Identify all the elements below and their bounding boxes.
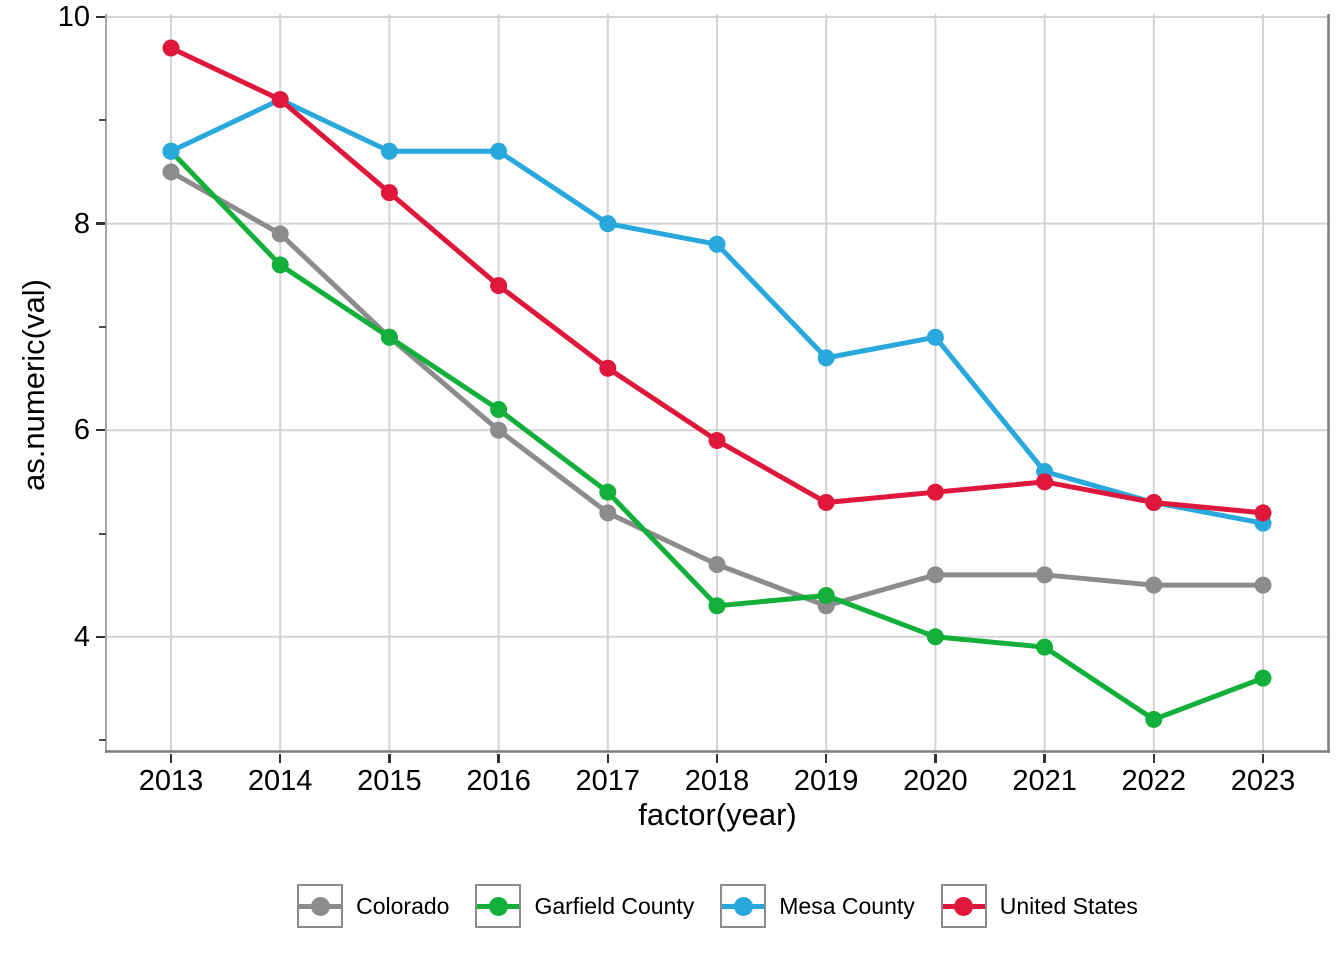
x-tick-mark [1261,754,1265,763]
y-tick-label: 4 [73,620,90,653]
legend-key-dot-icon [954,896,974,916]
legend-key-dot-icon [310,896,330,916]
data-point [926,566,944,584]
data-point [1254,669,1272,687]
legend-key [475,884,522,928]
data-point [926,628,944,646]
legend-key [297,884,344,928]
data-point [599,504,617,522]
data-point [1036,473,1054,491]
legend-label: United States [999,892,1138,919]
data-point [271,256,289,274]
data-point [599,483,617,501]
x-tick-mark [934,754,937,763]
legend-label: Garfield County [534,892,695,919]
data-point [162,39,180,57]
x-tick-label: 2016 [466,765,531,797]
y-tick-mark [96,428,105,432]
data-point [490,142,508,160]
data-point [1145,576,1163,594]
y-tick-label: 8 [73,207,90,240]
data-point [817,349,835,367]
x-tick-label: 2014 [247,765,313,797]
data-point [708,555,726,573]
y-minor-tick-mark [99,325,106,328]
data-point [1145,494,1163,512]
data-point [926,483,944,501]
data-point [1254,576,1272,594]
data-point [162,142,180,160]
x-tick-label: 2019 [793,765,859,797]
data-point [926,328,944,346]
x-tick-label: 2023 [1230,765,1296,797]
x-tick-mark [497,754,500,763]
legend-key [720,884,767,928]
y-tick-mark [96,222,105,225]
data-point [708,235,726,253]
data-point [271,91,289,109]
data-point [380,184,398,202]
plot-panel [105,14,1330,753]
data-point [490,277,508,295]
y-tick-label: 10 [57,1,90,33]
legend-item-mesa-county: Mesa County [720,884,915,928]
x-tick-mark [169,754,173,763]
legend-key-dot-icon [488,896,508,916]
data-point [1145,710,1163,728]
y-tick-mark [96,15,105,19]
plot-svg [105,14,1330,753]
data-point [599,215,617,233]
data-point [162,163,180,181]
x-tick-label: 2018 [684,765,750,797]
x-tick-label: 2020 [903,765,968,797]
data-point [599,359,617,377]
x-tick-mark [278,754,282,763]
y-minor-tick-mark [99,739,106,742]
legend: Colorado Garfield County Mesa County United… [105,884,1330,928]
legend-key [940,884,987,928]
data-point [1036,566,1054,584]
x-tick-mark [606,754,610,763]
data-point [708,597,726,615]
legend-label: Mesa County [779,892,915,919]
y-minor-tick-mark [99,119,106,122]
legend-label: Colorado [356,892,450,919]
y-tick-label: 6 [73,414,90,447]
x-tick-label: 2013 [138,765,204,797]
data-point [380,328,398,346]
x-tick-label: 2015 [357,765,422,797]
x-axis-title: factor(year) [638,797,797,832]
y-minor-tick-mark [99,532,106,535]
data-point [1254,504,1272,522]
legend-item-colorado: Colorado [297,884,449,928]
x-tick-mark [1152,754,1156,763]
x-tick-mark [715,754,719,763]
y-tick-mark [96,635,105,639]
data-point [817,494,835,512]
data-point [817,586,835,604]
x-tick-mark [388,754,391,763]
data-point [380,142,398,160]
legend-item-garfield-county: Garfield County [475,884,694,928]
legend-item-united-states: United States [940,884,1138,928]
y-axis-title: as.numeric(val) [16,279,51,491]
x-tick-label: 2021 [1012,765,1077,797]
x-tick-label: 2022 [1121,765,1187,797]
x-tick-mark [824,754,828,763]
x-tick-mark [1043,754,1046,763]
data-point [490,421,508,439]
data-point [271,225,289,243]
legend-key-dot-icon [733,896,753,916]
data-point [1036,638,1054,656]
x-tick-label: 2017 [575,765,641,797]
data-point [708,432,726,450]
data-point [490,401,508,419]
